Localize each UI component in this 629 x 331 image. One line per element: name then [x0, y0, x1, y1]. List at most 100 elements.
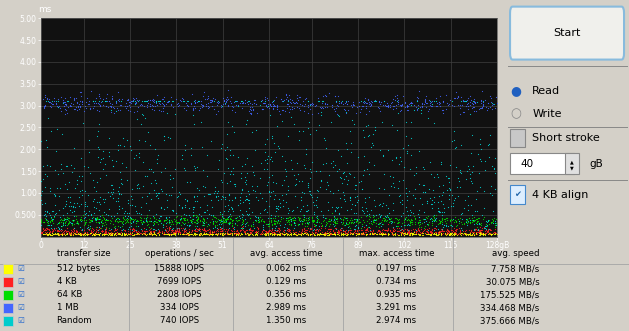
Point	[475, 230, 485, 236]
Point	[471, 196, 481, 202]
Point	[109, 230, 120, 236]
Point	[347, 231, 357, 236]
Point	[91, 216, 101, 221]
Point	[362, 219, 372, 224]
Point	[308, 200, 318, 205]
Point	[201, 103, 211, 108]
Point	[124, 211, 134, 216]
Point	[366, 221, 376, 226]
Point	[387, 218, 397, 224]
Point	[360, 230, 370, 235]
Point	[211, 215, 221, 220]
Point	[53, 221, 64, 226]
Point	[269, 197, 279, 202]
Point	[437, 209, 447, 214]
Point	[320, 101, 330, 107]
Point	[448, 216, 458, 222]
Point	[223, 220, 233, 225]
Point	[212, 233, 222, 238]
Point	[426, 218, 437, 223]
Point	[480, 225, 490, 231]
Point	[105, 231, 115, 236]
Point	[40, 226, 50, 231]
Point	[299, 220, 309, 225]
Point	[166, 221, 176, 226]
Point	[223, 208, 233, 213]
Point	[168, 209, 178, 214]
Point	[87, 232, 97, 238]
Point	[486, 232, 496, 237]
Point	[320, 231, 330, 237]
Point	[469, 231, 479, 236]
Point	[318, 232, 328, 237]
Point	[396, 226, 406, 232]
Point	[305, 107, 315, 112]
Point	[120, 232, 130, 237]
Point	[71, 231, 81, 237]
Point	[322, 230, 332, 236]
Point	[65, 219, 75, 224]
Point	[50, 211, 60, 216]
Point	[353, 225, 363, 231]
Point	[313, 110, 323, 115]
Point	[100, 230, 110, 235]
Point	[72, 108, 82, 113]
Point	[142, 222, 152, 227]
Point	[260, 96, 270, 102]
Point	[226, 227, 236, 232]
Point	[99, 217, 109, 222]
Point	[126, 231, 136, 236]
Point	[311, 102, 321, 107]
Point	[414, 219, 424, 224]
Point	[369, 227, 379, 232]
Point	[99, 220, 109, 226]
Point	[96, 225, 106, 230]
Point	[152, 192, 162, 198]
Point	[474, 170, 484, 175]
Point	[170, 214, 181, 220]
Point	[443, 102, 454, 107]
Point	[265, 231, 275, 236]
Point	[172, 219, 182, 224]
Point	[45, 229, 55, 234]
Point	[57, 217, 67, 222]
Point	[94, 227, 104, 233]
Point	[169, 216, 179, 221]
Point	[381, 231, 391, 236]
Text: 0.734 ms: 0.734 ms	[376, 277, 416, 286]
Point	[360, 199, 370, 205]
Point	[331, 225, 342, 231]
Point	[451, 231, 461, 237]
Point	[260, 207, 270, 212]
Point	[384, 227, 394, 233]
Point	[101, 99, 111, 104]
Point	[247, 227, 257, 232]
Point	[469, 227, 479, 232]
Point	[110, 218, 120, 224]
Text: max. access time: max. access time	[359, 250, 434, 259]
Point	[224, 192, 234, 198]
Point	[237, 186, 247, 192]
Point	[290, 215, 300, 220]
Point	[181, 203, 191, 208]
Point	[354, 231, 364, 237]
Point	[118, 231, 128, 236]
Point	[392, 93, 402, 98]
Point	[306, 227, 316, 232]
Point	[360, 222, 370, 227]
Point	[156, 187, 166, 192]
Point	[167, 99, 177, 104]
Point	[264, 97, 274, 103]
Point	[351, 232, 361, 237]
Point	[353, 232, 364, 237]
Point	[305, 175, 315, 180]
Point	[38, 225, 48, 230]
Point	[73, 220, 83, 225]
Point	[330, 209, 340, 214]
Point	[443, 175, 454, 181]
Point	[181, 227, 191, 233]
Point	[188, 112, 198, 118]
Point	[301, 95, 311, 100]
Point	[290, 100, 300, 106]
Point	[371, 223, 381, 229]
